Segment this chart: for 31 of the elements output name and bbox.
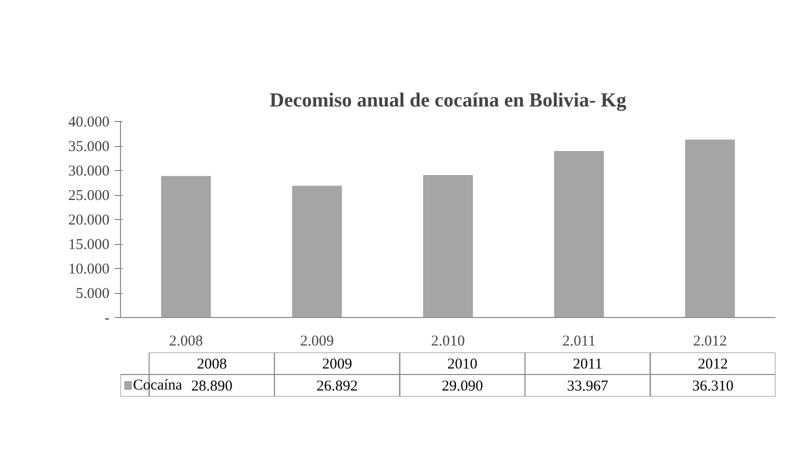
text: 2010 (447, 356, 478, 372)
data-label: 36.310 (692, 378, 734, 394)
x-tick-label: 2.009 (300, 334, 334, 350)
y-tick-label: 10.000 (68, 262, 110, 278)
x-tick-label: 2.008 (169, 334, 203, 350)
y-tick-label: 30.000 (68, 164, 110, 180)
bar (685, 140, 735, 318)
bar (161, 176, 211, 318)
y-tick-label: - (104, 310, 110, 326)
y-tick-label: 40.000 (68, 114, 110, 130)
chart-title: Decomiso anual de cocaína en Bolivia- Kg (270, 90, 626, 112)
x-tick-label: 2.012 (693, 334, 727, 350)
y-tick-label: 25.000 (68, 188, 110, 204)
text: 2009 (322, 356, 352, 372)
legend-label: Cocaína (133, 378, 183, 394)
y-tick-label: 15.000 (68, 237, 110, 253)
text: 2012 (698, 356, 728, 372)
bar (292, 186, 342, 318)
data-label: 29.090 (442, 378, 483, 394)
y-tick-label: 5.000 (76, 286, 110, 302)
data-label: 33.967 (566, 378, 609, 394)
text: 2008 (196, 356, 227, 372)
y-tick-label: 35.000 (68, 139, 110, 155)
bar (423, 174, 473, 318)
data-label: 26.892 (316, 378, 358, 394)
text: 2011 (572, 356, 602, 372)
data-label: 28.890 (191, 378, 232, 394)
x-tick-label: 2.011 (562, 334, 596, 350)
y-tick-label: 20.000 (68, 212, 110, 228)
bar (554, 151, 604, 318)
x-tick-label: 2.010 (431, 334, 465, 350)
